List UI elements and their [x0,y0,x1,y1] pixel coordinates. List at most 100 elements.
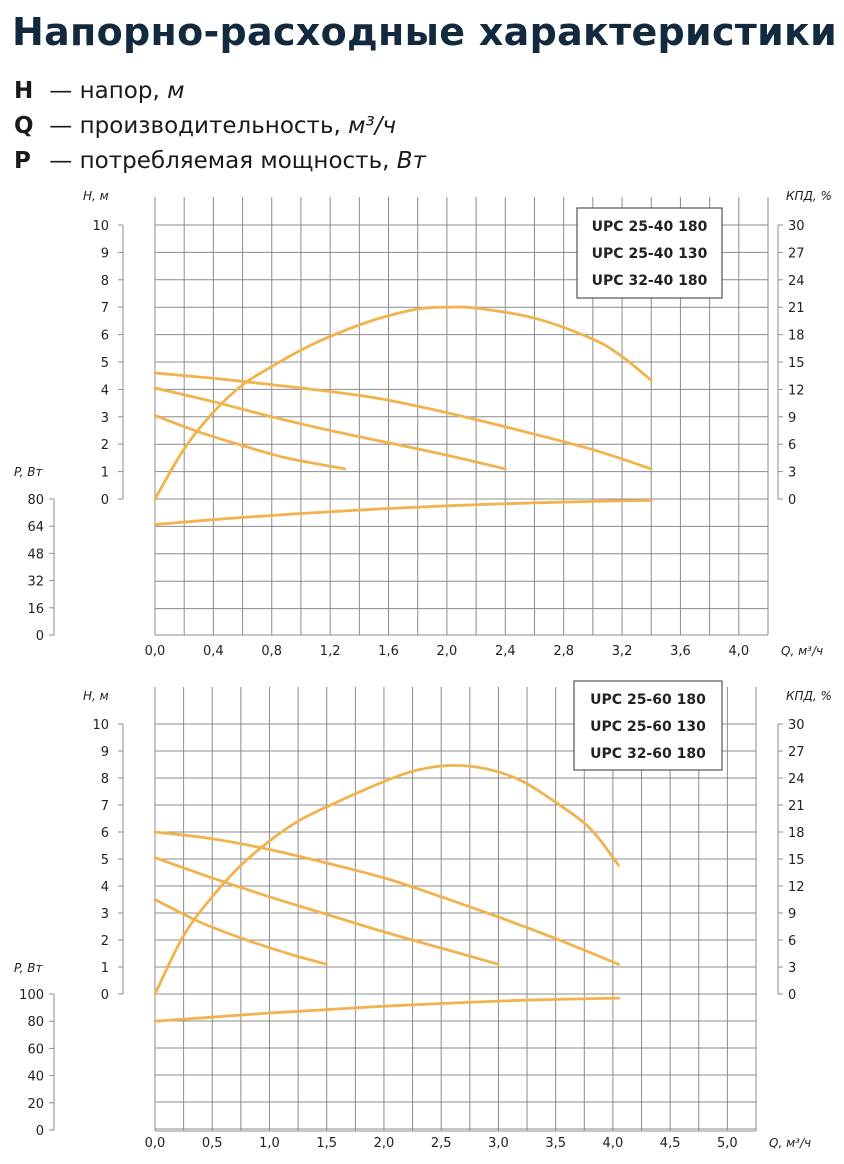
h-tick-label: 7 [101,799,109,814]
x-tick-label: 2,8 [553,644,574,659]
x-tick-label: 1,2 [320,644,341,659]
model-label: UPC 25-40 130 [592,246,708,262]
model-label: UPC 25-60 130 [590,719,706,735]
head-curve-1 [153,371,653,471]
x-tick-label: 2,5 [431,1136,452,1151]
h-tick-label: 2 [101,934,109,949]
legend-unit: м³/ч [348,113,397,139]
legend-text: — потребляемая мощность, [42,148,397,174]
eff-axis-label: КПД, % [786,689,832,703]
legend-flow: Q — производительность, м³/ч [14,113,396,139]
h-tick-label: 5 [101,356,109,371]
eff-tick-label: 6 [788,438,796,453]
eff-tick-label: 9 [788,411,796,426]
head-curve-1 [153,830,620,966]
h-tick-label: 8 [101,772,109,787]
h-tick-label: 3 [101,411,109,426]
eff-tick-label: 30 [788,219,805,234]
page-title: Напорно-расходные характеристики [12,10,838,54]
x-tick-label: 0,0 [145,644,166,659]
x-tick-label: 1,6 [378,644,399,659]
model-label: UPC 32-40 180 [592,273,708,289]
x-tick-label: 0,5 [202,1136,223,1151]
h-tick-label: 10 [92,718,109,733]
efficiency-curve [153,305,653,501]
p-tick-label: 80 [27,493,44,508]
legend-head: H — напор, м [14,78,184,104]
eff-tick-label: 27 [788,246,805,261]
eff-tick-label: 15 [788,853,805,868]
p-tick-label: 64 [27,520,44,535]
eff-tick-label: 9 [788,907,796,922]
p-tick-label: 16 [27,602,44,617]
x-tick-label: 0,8 [261,644,282,659]
x-tick-label: 2,0 [437,644,458,659]
h-tick-label: 6 [101,329,109,344]
eff-tick-label: 30 [788,718,805,733]
h-tick-label: 9 [101,745,109,760]
x-tick-label: 3,6 [670,644,691,659]
efficiency-curve [153,763,620,996]
eff-tick-label: 0 [788,493,796,508]
x-tick-label: 3,5 [545,1136,566,1151]
eff-tick-label: 18 [788,826,805,841]
h-tick-label: 4 [101,880,109,895]
p-tick-label: 100 [19,988,44,1003]
h-tick-label: 0 [101,988,109,1003]
model-label: UPC 25-40 180 [592,219,708,235]
model-legend-box [573,680,723,771]
head-curve-2 [153,386,507,471]
h-tick-label: 4 [101,383,109,398]
model-label: UPC 25-60 180 [590,692,706,708]
x-tick-label: 1,0 [259,1136,280,1151]
eff-tick-label: 24 [788,772,805,787]
eff-tick-label: 6 [788,934,796,949]
model-label: UPC 32-60 180 [590,746,706,762]
p-tick-label: 0 [36,1124,44,1139]
h-tick-label: 1 [101,961,109,976]
p-axis-label: P, Вт [14,465,43,479]
eff-tick-label: 21 [788,799,805,814]
eff-axis-label: КПД, % [786,189,832,203]
x-tick-label: 1,5 [316,1136,337,1151]
eff-tick-label: 12 [788,880,805,895]
eff-tick-label: 15 [788,356,805,371]
h-tick-label: 6 [101,826,109,841]
eff-tick-label: 18 [788,329,805,344]
legend-text: — напор, [42,78,168,104]
x-tick-label: 5,0 [717,1136,738,1151]
legend-symbol: P [14,148,31,174]
x-tick-label: 0,0 [145,1136,166,1151]
head-curve-3 [153,414,347,471]
p-tick-label: 20 [27,1097,44,1112]
p-tick-label: 40 [27,1070,44,1085]
h-tick-label: 10 [92,219,109,234]
p-axis-label: P, Вт [14,961,43,975]
legend-symbol: Q [14,113,34,139]
x-tick-label: 4,0 [728,644,749,659]
eff-tick-label: 27 [788,745,805,760]
model-legend-box [576,207,723,299]
x-tick-label: 3,2 [612,644,633,659]
head-curve-3 [153,898,329,966]
legend-text: — производительность, [42,113,349,139]
x-axis-label: Q, м³/ч [781,644,823,658]
legend-power: P — потребляемая мощность, Вт [14,148,426,174]
legend-unit: Вт [396,148,426,174]
eff-tick-label: 21 [788,301,805,316]
head-curve-2 [153,856,500,966]
h-tick-label: 2 [101,438,109,453]
eff-tick-label: 3 [788,466,796,481]
x-tick-label: 0,4 [203,644,224,659]
p-tick-label: 48 [27,547,44,562]
eff-tick-label: 3 [788,961,796,976]
x-axis-label: Q, м³/ч [769,1136,811,1150]
p-tick-label: 60 [27,1042,44,1057]
h-tick-label: 7 [101,301,109,316]
x-tick-label: 3,0 [488,1136,509,1151]
legend-symbol: H [14,78,34,104]
p-tick-label: 80 [27,1015,44,1030]
x-tick-label: 2,4 [495,644,516,659]
